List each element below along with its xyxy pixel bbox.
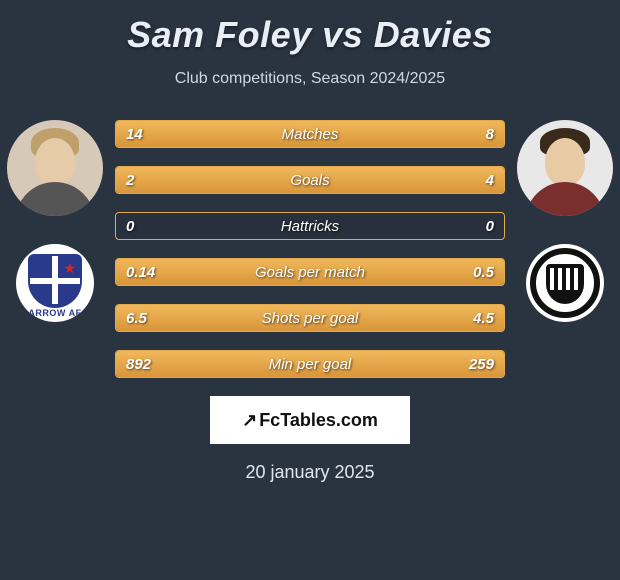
stats-table: 148Matches 24Goals 00Hattricks 0.140.5Goals… [115,120,505,378]
stat-row: 0.140.5Goals per match [115,258,505,286]
stat-label: Min per goal [116,351,504,379]
club-left-badge: ★ BARROW AFC [16,244,94,322]
player-left-column: ★ BARROW AFC [0,120,110,322]
page-title: Sam Foley vs Davies [0,0,620,56]
stat-label: Goals per match [116,259,504,287]
stat-row: 892259Min per goal [115,350,505,378]
comparison-area: ★ BARROW AFC 148Matches 24Goals 00Hattrick… [0,120,620,378]
player-left-avatar [7,120,103,216]
stat-label: Matches [116,121,504,149]
footer-date: 20 january 2025 [0,462,620,483]
stat-label: Shots per goal [116,305,504,333]
stat-row: 00Hattricks [115,212,505,240]
player-right-avatar [517,120,613,216]
stat-row: 148Matches [115,120,505,148]
branding-box: ↗ FcTables.com [210,396,410,444]
stat-row: 24Goals [115,166,505,194]
club-right-badge [526,244,604,322]
player-right-column [510,120,620,322]
page-subtitle: Club competitions, Season 2024/2025 [0,70,620,88]
chart-arrow-icon: ↗ [242,410,255,431]
stat-label: Goals [116,167,504,195]
club-left-label: BARROW AFC [16,308,94,318]
star-icon: ★ [63,260,76,277]
stat-label: Hattricks [116,213,504,241]
stat-row: 6.54.5Shots per goal [115,304,505,332]
branding-label: FcTables.com [259,410,378,431]
